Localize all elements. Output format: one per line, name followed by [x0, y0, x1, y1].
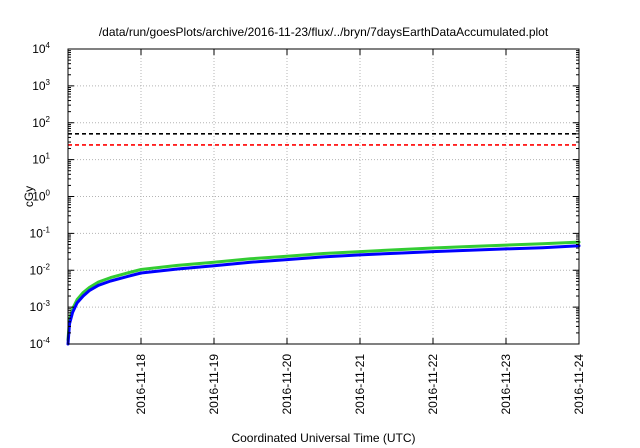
y-axis-label: cGy: [22, 186, 36, 207]
y-tick-label: 101: [32, 152, 50, 167]
x-tick-label: 2016-11-24: [572, 354, 586, 415]
y-tick-label: 100: [32, 189, 50, 204]
y-tick-labels: 10-4 10-3 10-2 10-1 100 101 102 103 104: [30, 41, 51, 351]
y-tick-label: 10-2: [30, 262, 51, 277]
x-axis-label: Coordinated Universal Time (UTC): [231, 431, 415, 445]
x-tick-label: 2016-11-21: [353, 354, 367, 415]
y-tick-label: 104: [32, 41, 50, 56]
x-tick-label: 2016-11-18: [134, 354, 148, 415]
axis-ticks: [68, 48, 580, 345]
x-tick-labels: 2016-11-18 2016-11-19 2016-11-20 2016-11-21…: [134, 354, 586, 415]
chart-title: /data/run/goesPlots/archive/2016-11-23/f…: [99, 25, 549, 39]
y-tick-label: 10-1: [30, 225, 51, 240]
x-tick-label: 2016-11-20: [280, 354, 294, 415]
x-tick-label: 2016-11-22: [426, 354, 440, 415]
y-tick-label: 103: [32, 78, 50, 93]
series-line: [66, 244, 581, 346]
y-tick-label: 10-4: [30, 336, 51, 351]
y-tick-label: 10-3: [30, 299, 51, 314]
reference-lines: [68, 133, 579, 146]
x-tick-label: 2016-11-23: [499, 354, 513, 415]
series-lines: [66, 240, 581, 346]
x-tick-label: 2016-11-19: [207, 354, 221, 415]
series-line: [66, 240, 581, 342]
y-tick-label: 102: [32, 115, 50, 130]
grid: [68, 49, 579, 344]
